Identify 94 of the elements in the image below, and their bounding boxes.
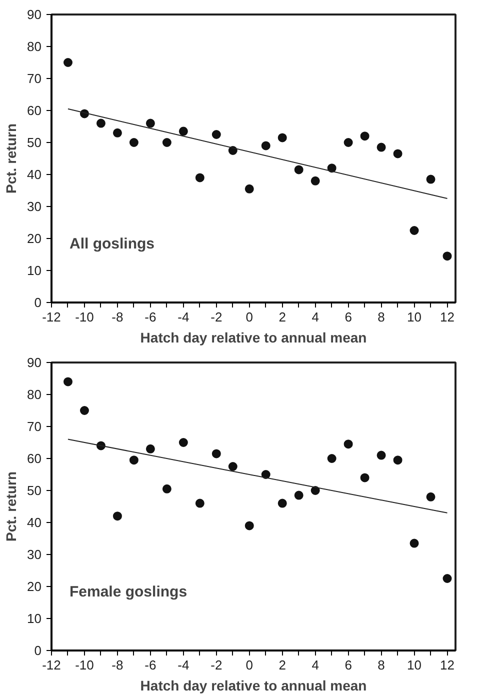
point bbox=[442, 252, 452, 261]
annotation: All goslings bbox=[70, 236, 155, 252]
point bbox=[294, 490, 304, 500]
point bbox=[360, 473, 370, 482]
x-axis-title: Hatch day relative to annual mean bbox=[140, 330, 367, 346]
point bbox=[426, 174, 436, 184]
y-tick-label: 50 bbox=[27, 135, 42, 150]
point bbox=[162, 484, 172, 494]
point bbox=[294, 165, 304, 174]
x-tick-label: -8 bbox=[112, 658, 124, 672]
x-tick-label: -10 bbox=[75, 310, 94, 324]
x-tick-label: -8 bbox=[112, 310, 124, 324]
point bbox=[344, 440, 353, 449]
x-tick-label: -2 bbox=[210, 658, 222, 672]
x-tick-label: 8 bbox=[378, 310, 385, 324]
point bbox=[442, 574, 452, 583]
x-tick-label: -12 bbox=[42, 310, 61, 324]
y-axis-title: Pct. return bbox=[3, 471, 20, 542]
x-tick-label: -6 bbox=[144, 658, 156, 672]
point bbox=[278, 133, 287, 142]
point bbox=[162, 138, 172, 147]
point bbox=[360, 132, 370, 141]
x-tick-label: -10 bbox=[75, 658, 94, 672]
point bbox=[244, 184, 254, 194]
x-tick-label: 4 bbox=[312, 310, 319, 324]
y-tick-label: 0 bbox=[34, 643, 42, 658]
y-tick-label: 20 bbox=[27, 579, 42, 594]
point bbox=[244, 521, 254, 530]
point bbox=[261, 141, 270, 150]
annotation: Female goslings bbox=[70, 584, 188, 600]
y-tick-label: 10 bbox=[27, 611, 42, 626]
x-tick-label: 12 bbox=[440, 658, 454, 672]
point bbox=[178, 438, 188, 447]
x-axis-title: Hatch day relative to annual mean bbox=[140, 678, 367, 694]
point bbox=[112, 128, 122, 138]
y-tick-label: 80 bbox=[27, 387, 42, 402]
x-tick-label: 8 bbox=[378, 658, 385, 672]
y-tick-label: 70 bbox=[27, 71, 42, 86]
point bbox=[410, 226, 419, 235]
y-tick-label: 90 bbox=[27, 7, 42, 22]
x-tick-label: -4 bbox=[178, 658, 190, 672]
x-tick-label: 0 bbox=[246, 310, 253, 324]
point bbox=[278, 498, 287, 508]
y-tick-label: 70 bbox=[27, 419, 42, 434]
y-axis-title: Pct. return bbox=[3, 123, 20, 194]
point bbox=[63, 377, 72, 386]
point bbox=[96, 118, 106, 128]
point bbox=[63, 58, 72, 67]
point bbox=[112, 512, 122, 521]
point bbox=[80, 406, 89, 415]
x-tick-label: 4 bbox=[312, 658, 319, 672]
point bbox=[426, 492, 436, 502]
x-tick-label: 6 bbox=[344, 310, 352, 324]
x-tick-label: 6 bbox=[344, 658, 352, 672]
x-tick-label: 2 bbox=[278, 658, 286, 672]
point bbox=[376, 142, 386, 152]
y-tick-label: 20 bbox=[27, 231, 42, 246]
y-tick-label: 40 bbox=[27, 515, 42, 530]
y-tick-label: 80 bbox=[27, 39, 42, 54]
x-tick-label: -2 bbox=[210, 310, 222, 324]
point bbox=[393, 149, 402, 158]
point bbox=[310, 176, 320, 186]
x-tick-label: -12 bbox=[42, 658, 61, 672]
point bbox=[178, 126, 188, 136]
point bbox=[129, 456, 138, 465]
y-tick-label: 90 bbox=[27, 355, 42, 370]
y-tick-label: 60 bbox=[27, 103, 42, 118]
point bbox=[212, 130, 221, 139]
x-tick-label: 2 bbox=[278, 310, 286, 324]
x-tick-label: 10 bbox=[407, 310, 422, 324]
point bbox=[393, 456, 402, 465]
x-tick-label: 0 bbox=[246, 658, 253, 672]
point bbox=[146, 118, 155, 128]
y-tick-label: 40 bbox=[27, 167, 42, 182]
point bbox=[327, 454, 336, 463]
x-tick-label: 12 bbox=[440, 310, 454, 324]
y-tick-label: 10 bbox=[27, 263, 42, 278]
point bbox=[228, 462, 238, 471]
y-tick-label: 50 bbox=[27, 483, 42, 498]
y-tick-label: 60 bbox=[27, 451, 42, 466]
point bbox=[344, 138, 353, 147]
y-tick-label: 30 bbox=[27, 199, 42, 214]
point bbox=[195, 498, 204, 508]
point bbox=[129, 138, 138, 147]
point bbox=[376, 450, 386, 460]
y-tick-label: 0 bbox=[34, 295, 42, 310]
point bbox=[195, 173, 204, 182]
point bbox=[212, 449, 221, 458]
x-tick-label: -6 bbox=[144, 310, 156, 324]
x-tick-label: 10 bbox=[407, 658, 422, 672]
x-tick-label: -4 bbox=[178, 310, 190, 324]
point bbox=[410, 538, 419, 548]
y-tick-label: 30 bbox=[27, 547, 42, 562]
point bbox=[146, 444, 155, 454]
